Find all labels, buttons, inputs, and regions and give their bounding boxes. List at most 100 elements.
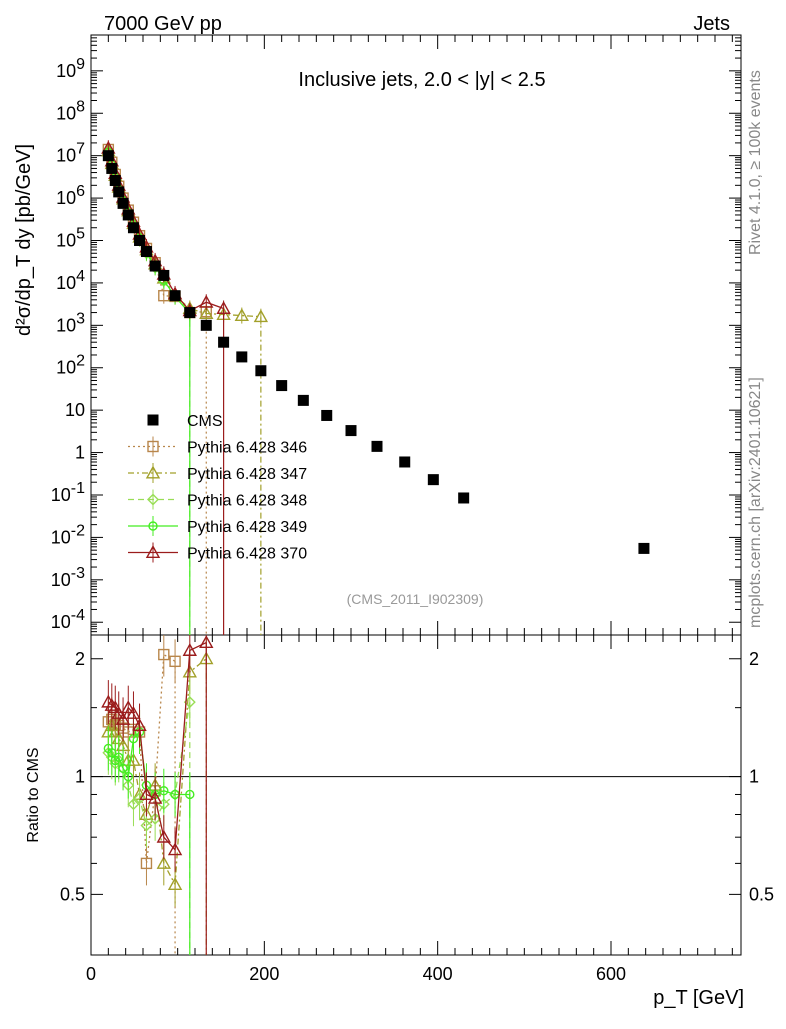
cms-point — [321, 409, 333, 421]
ratio-point — [133, 792, 146, 805]
reference-label: (CMS_2011_I902309) — [347, 591, 484, 607]
legend-label: Pythia 6.428 370 — [187, 546, 307, 563]
y-tick-label: 10-4 — [51, 607, 85, 632]
series-line — [107, 148, 224, 312]
ratio-point — [159, 786, 169, 796]
legend-marker — [147, 493, 159, 506]
ratio-line — [107, 658, 207, 887]
legend-marker — [145, 545, 161, 558]
ratio-point — [167, 877, 183, 890]
legend-label: Pythia 6.428 347 — [187, 466, 307, 483]
cms-point — [638, 542, 650, 554]
ratio-tick-label: 1 — [75, 767, 85, 787]
y-tick-label: 102 — [56, 353, 85, 378]
y-tick-label: 10-2 — [51, 522, 85, 547]
cms-point — [140, 246, 152, 258]
x-tick-label: 600 — [596, 964, 626, 984]
ratio-point — [118, 763, 128, 773]
header-left: 7000 GeV pp — [104, 13, 222, 35]
y-tick-label: 109 — [56, 56, 85, 81]
ratio-point — [167, 842, 183, 856]
x-axis-label: p_T [GeV] — [653, 987, 744, 1009]
ratio-point — [115, 711, 131, 725]
cms-point — [102, 150, 114, 162]
cms-point — [117, 197, 129, 209]
cms-point — [255, 365, 267, 377]
cms-point — [149, 260, 161, 272]
series-point — [158, 289, 170, 302]
cms-point — [458, 492, 470, 504]
ratio-point — [123, 771, 133, 782]
mcplots-label: mcplots.cern.ch [arXiv:2401.10621] — [747, 377, 764, 628]
legend: CMS Pythia 6.428 346 Pythia 6.428 347 Pythi… — [128, 413, 307, 563]
legend-marker — [145, 465, 161, 479]
ratio-tick-label: 0.5 — [60, 884, 85, 904]
y-axis-label: d²σ/dp_T dy [pb/GeV] — [13, 144, 35, 336]
series-point — [199, 306, 214, 320]
cms-point — [218, 336, 230, 348]
cms-point — [109, 174, 121, 186]
x-tick-label: 0 — [86, 964, 96, 984]
ratio-tick-label-right: 1 — [749, 767, 759, 787]
y-tick-label: 105 — [56, 226, 85, 251]
ratio-line — [107, 653, 176, 864]
cms-point — [122, 209, 134, 221]
ratio-point — [132, 718, 147, 732]
cms-point — [276, 380, 288, 392]
ratio-point — [126, 705, 141, 719]
y-tick-label: 103 — [56, 310, 85, 335]
header-right: Jets — [693, 13, 730, 35]
legend-label: Pythia 6.428 349 — [187, 519, 307, 536]
y-tick-label: 107 — [56, 141, 85, 166]
y-tick-label: 10 — [65, 400, 85, 420]
ratio-plot-frame — [90, 634, 742, 956]
ratio-point — [107, 748, 117, 758]
ratio-point — [156, 855, 171, 869]
cms-point — [127, 222, 139, 234]
y-tick-label: 108 — [56, 98, 85, 123]
legend-label: Pythia 6.428 348 — [187, 493, 307, 510]
ratio-point — [127, 798, 140, 811]
cms-point — [236, 351, 248, 363]
cms-point — [134, 235, 146, 247]
legend-marker — [147, 440, 159, 453]
axis-ticks: 10910810710610510410310210110-110-210-31… — [51, 34, 774, 984]
ratio-point — [139, 787, 154, 800]
legend-marker — [148, 521, 158, 531]
chart-title: Inclusive jets, 2.0 < |y| < 2.5 — [298, 69, 545, 91]
ratio-tick-label: 2 — [75, 649, 85, 669]
ratio-tick-label-right: 2 — [749, 649, 759, 669]
ratio-point — [147, 790, 163, 804]
series-point — [199, 294, 214, 308]
ratio-point — [182, 664, 197, 678]
ratio-tick-label-right: 0.5 — [749, 884, 774, 904]
main-series — [101, 140, 650, 635]
cms-point — [399, 456, 411, 468]
legend-label: CMS — [187, 413, 223, 430]
cms-point — [427, 474, 439, 486]
legend-marker — [147, 414, 159, 426]
ratio-point — [140, 857, 153, 870]
ratio-point — [158, 648, 170, 661]
y-tick-label: 1 — [75, 443, 85, 463]
ratio-point — [149, 812, 162, 825]
cms-point — [113, 186, 125, 198]
y-tick-label: 10-1 — [51, 480, 85, 505]
rivet-label: Rivet 4.1.0, ≥ 100k events — [747, 70, 764, 255]
ratio-series — [101, 635, 214, 955]
series-line — [107, 149, 207, 314]
y-tick-label: 104 — [56, 268, 85, 293]
ratio-point — [140, 819, 153, 832]
y-tick-label: 10-3 — [51, 565, 85, 590]
cms-point — [158, 269, 170, 281]
cms-point — [200, 319, 212, 331]
ratio-point — [121, 700, 136, 714]
ratio-point — [156, 829, 171, 843]
legend-label: Pythia 6.428 346 — [187, 440, 307, 457]
ratio-y-axis-label: Ratio to CMS — [25, 747, 42, 842]
cms-point — [371, 440, 383, 452]
x-tick-label: 400 — [423, 964, 453, 984]
cms-point — [184, 307, 196, 319]
x-tick-label: 200 — [249, 964, 279, 984]
